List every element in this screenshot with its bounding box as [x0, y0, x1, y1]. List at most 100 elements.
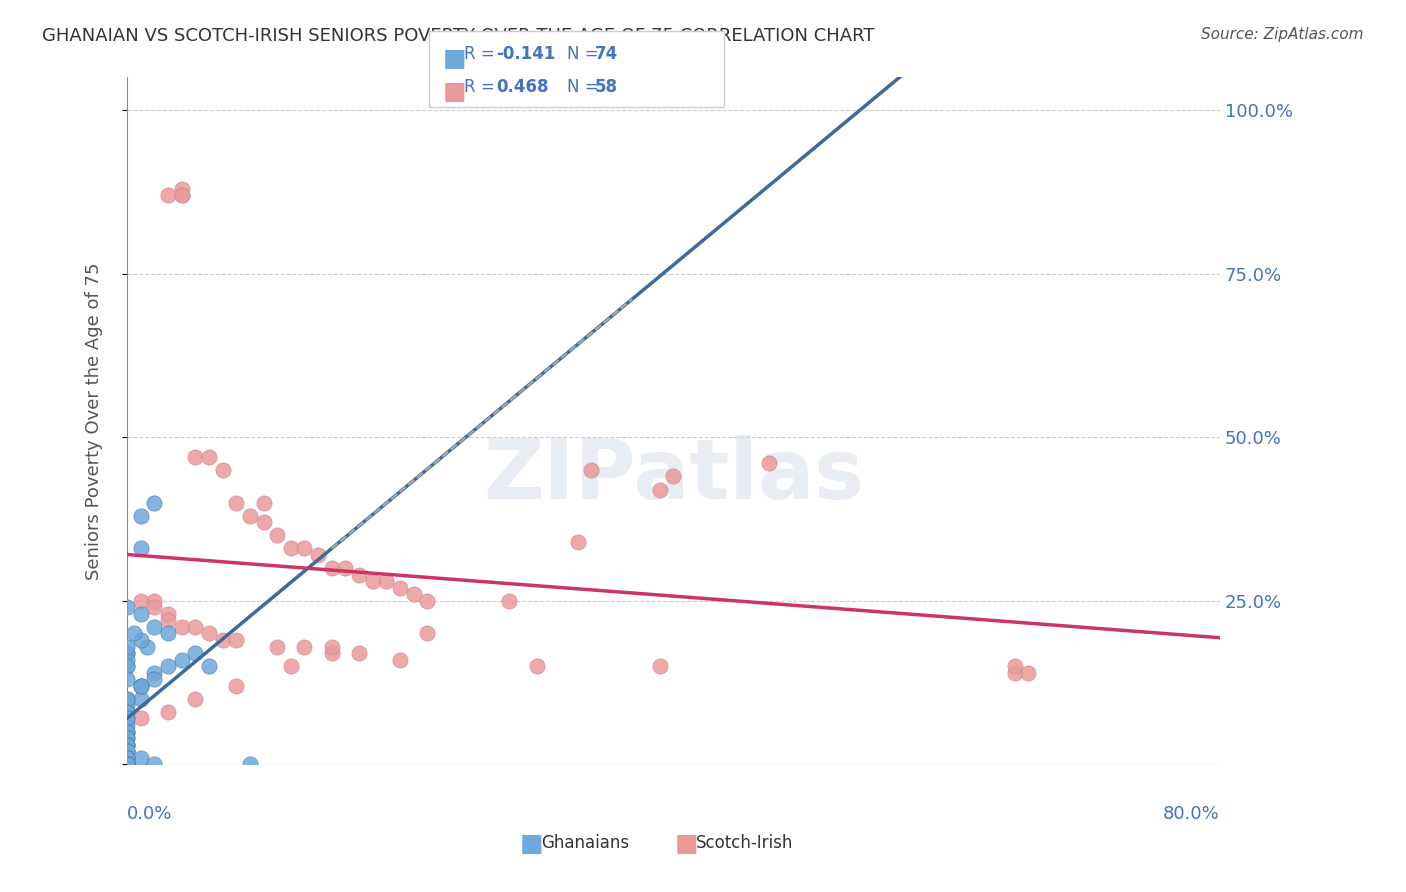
Text: 58: 58 [595, 78, 617, 96]
Point [307, 548, 329, 562]
Point [198, 659, 221, 673]
Text: N =: N = [567, 78, 603, 96]
Point [115, 757, 138, 772]
Point [321, 561, 343, 575]
Point [115, 711, 138, 725]
Point [115, 757, 138, 772]
Point [115, 757, 138, 772]
Point [115, 652, 138, 666]
Text: R =: R = [464, 78, 501, 96]
Point [129, 711, 152, 725]
Text: ■: ■ [443, 80, 467, 104]
Point [115, 757, 138, 772]
Point [129, 691, 152, 706]
Point [115, 757, 138, 772]
Point [648, 483, 671, 497]
Point [184, 691, 207, 706]
Point [129, 541, 152, 556]
Point [115, 659, 138, 673]
Point [115, 724, 138, 739]
Point [115, 646, 138, 660]
Point [129, 508, 152, 523]
Point [115, 757, 138, 772]
Point [1017, 665, 1039, 680]
Point [115, 646, 138, 660]
Point [115, 757, 138, 772]
Point [115, 724, 138, 739]
Point [115, 659, 138, 673]
Point [211, 463, 233, 477]
Text: ZIPatlas: ZIPatlas [482, 435, 863, 516]
Point [115, 757, 138, 772]
Point [115, 750, 138, 764]
Point [129, 750, 152, 764]
Point [347, 567, 370, 582]
Point [280, 541, 302, 556]
Point [170, 652, 193, 666]
Point [526, 659, 548, 673]
Point [129, 593, 152, 607]
Point [115, 744, 138, 758]
Point [239, 757, 262, 772]
Point [1004, 659, 1026, 673]
Point [361, 574, 384, 588]
Point [389, 581, 412, 595]
Point [115, 640, 138, 654]
Point [294, 541, 316, 556]
Point [115, 750, 138, 764]
Point [143, 593, 166, 607]
Point [567, 534, 589, 549]
Point [115, 718, 138, 732]
Point [184, 620, 207, 634]
Point [662, 469, 685, 483]
Point [115, 705, 138, 719]
Point [280, 659, 302, 673]
Point [170, 181, 193, 195]
Text: Ghanaians: Ghanaians [541, 834, 630, 852]
Point [498, 593, 520, 607]
Point [321, 646, 343, 660]
Point [143, 757, 166, 772]
Point [416, 626, 439, 640]
Point [375, 574, 398, 588]
Point [115, 691, 138, 706]
Text: 0.468: 0.468 [496, 78, 548, 96]
Point [143, 495, 166, 509]
Point [129, 679, 152, 693]
Point [115, 757, 138, 772]
Point [115, 731, 138, 745]
Point [266, 528, 288, 542]
Point [252, 515, 274, 529]
Point [115, 738, 138, 752]
Point [758, 456, 780, 470]
Point [648, 659, 671, 673]
Point [115, 750, 138, 764]
Point [115, 757, 138, 772]
Text: GHANAIAN VS SCOTCH-IRISH SENIORS POVERTY OVER THE AGE OF 75 CORRELATION CHART: GHANAIAN VS SCOTCH-IRISH SENIORS POVERTY… [42, 27, 875, 45]
Point [143, 600, 166, 615]
Point [225, 632, 247, 647]
Point [115, 698, 138, 713]
Point [143, 672, 166, 686]
Point [115, 750, 138, 764]
Point [581, 463, 603, 477]
Point [115, 757, 138, 772]
Point [115, 757, 138, 772]
Point [156, 659, 179, 673]
Point [225, 679, 247, 693]
Point [266, 640, 288, 654]
Text: ■: ■ [520, 832, 544, 856]
Point [115, 738, 138, 752]
Point [156, 705, 179, 719]
Point [156, 188, 179, 202]
Point [129, 632, 152, 647]
Point [115, 757, 138, 772]
Point [129, 607, 152, 621]
Point [184, 450, 207, 464]
Point [143, 665, 166, 680]
Point [170, 188, 193, 202]
Point [389, 652, 412, 666]
Point [115, 757, 138, 772]
Point [184, 646, 207, 660]
Point [115, 731, 138, 745]
